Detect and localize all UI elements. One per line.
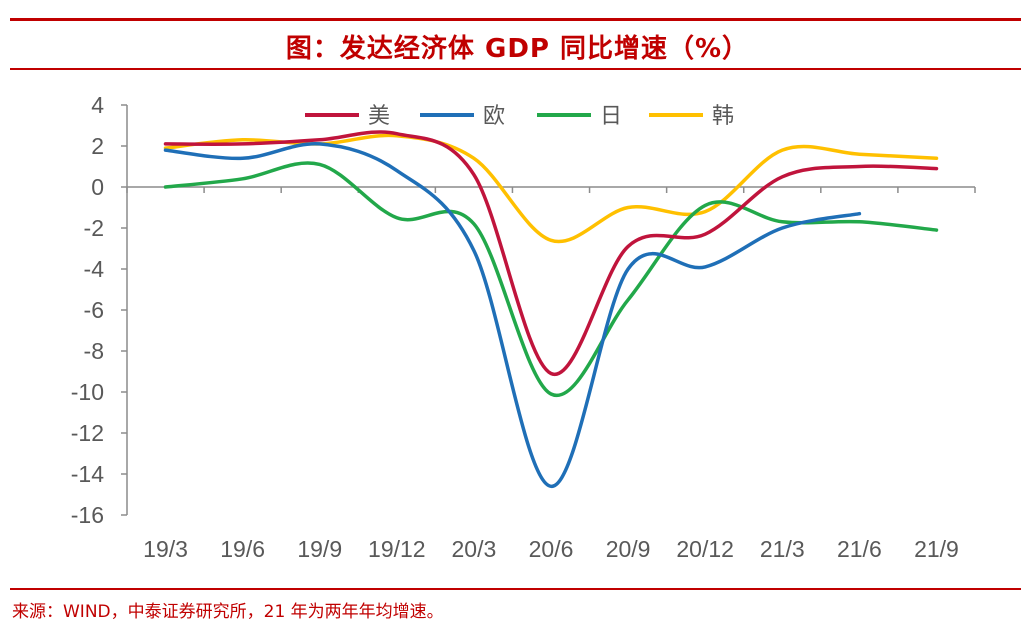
chart-title: 图：发达经济体 GDP 同比增速（%） <box>285 34 750 64</box>
y-tick-label: -14 <box>71 461 104 487</box>
source-note: 来源：WIND，中泰证券研究所，21 年为两年年均增速。 <box>12 602 444 622</box>
y-tick-label: -4 <box>84 256 105 282</box>
gdp-line-chart: 4 2 0 -2 -4 -6 -8 -10 -12 -14 -16 19/3 19/6 19/9 19/1… <box>71 92 976 562</box>
y-tick-labels: 4 2 0 -2 -4 -6 -8 -10 -12 -14 -16 <box>71 92 104 528</box>
legend-label: 日 <box>600 104 622 129</box>
x-tick-label: 21/9 <box>914 536 959 562</box>
legend-label: 韩 <box>712 104 734 129</box>
series-lines <box>163 130 939 489</box>
x-tick-label: 19/9 <box>297 536 342 562</box>
y-tick-label: -8 <box>84 338 104 364</box>
x-tick-label: 20/3 <box>452 536 497 562</box>
x-tick-label: 20/6 <box>529 536 574 562</box>
x-tick-label: 19/6 <box>220 536 265 562</box>
legend-label: 欧 <box>483 104 505 129</box>
x-tick-label: 20/9 <box>606 536 651 562</box>
x-tick-label: 19/12 <box>368 536 426 562</box>
x-tick-label: 20/12 <box>676 536 734 562</box>
y-tick-label: -6 <box>84 297 104 323</box>
y-tick-label: 2 <box>91 133 104 159</box>
series-line-0 <box>163 130 939 376</box>
y-tick-label: -2 <box>84 215 104 241</box>
y-tick-label: 4 <box>91 92 104 118</box>
title-rule-top <box>10 18 1021 21</box>
chart-axes <box>121 104 976 516</box>
series-line-2 <box>163 161 939 398</box>
x-tick-label: 19/3 <box>143 536 188 562</box>
x-tick-label: 21/6 <box>837 536 882 562</box>
title-rule-bottom <box>10 68 1021 70</box>
source-rule <box>10 588 1021 590</box>
x-tick-label: 21/3 <box>760 536 805 562</box>
y-tick-label: -16 <box>71 502 104 528</box>
x-tick-labels: 19/3 19/6 19/9 19/12 20/3 20/6 20/9 20/12 21/3 21… <box>143 536 959 562</box>
y-tick-label: -12 <box>71 420 104 446</box>
y-tick-label: -10 <box>71 379 104 405</box>
y-tick-label: 0 <box>91 174 104 200</box>
legend-label: 美 <box>368 104 390 129</box>
chart-legend: 美欧日韩 <box>305 104 734 129</box>
series-line-1 <box>163 142 862 489</box>
